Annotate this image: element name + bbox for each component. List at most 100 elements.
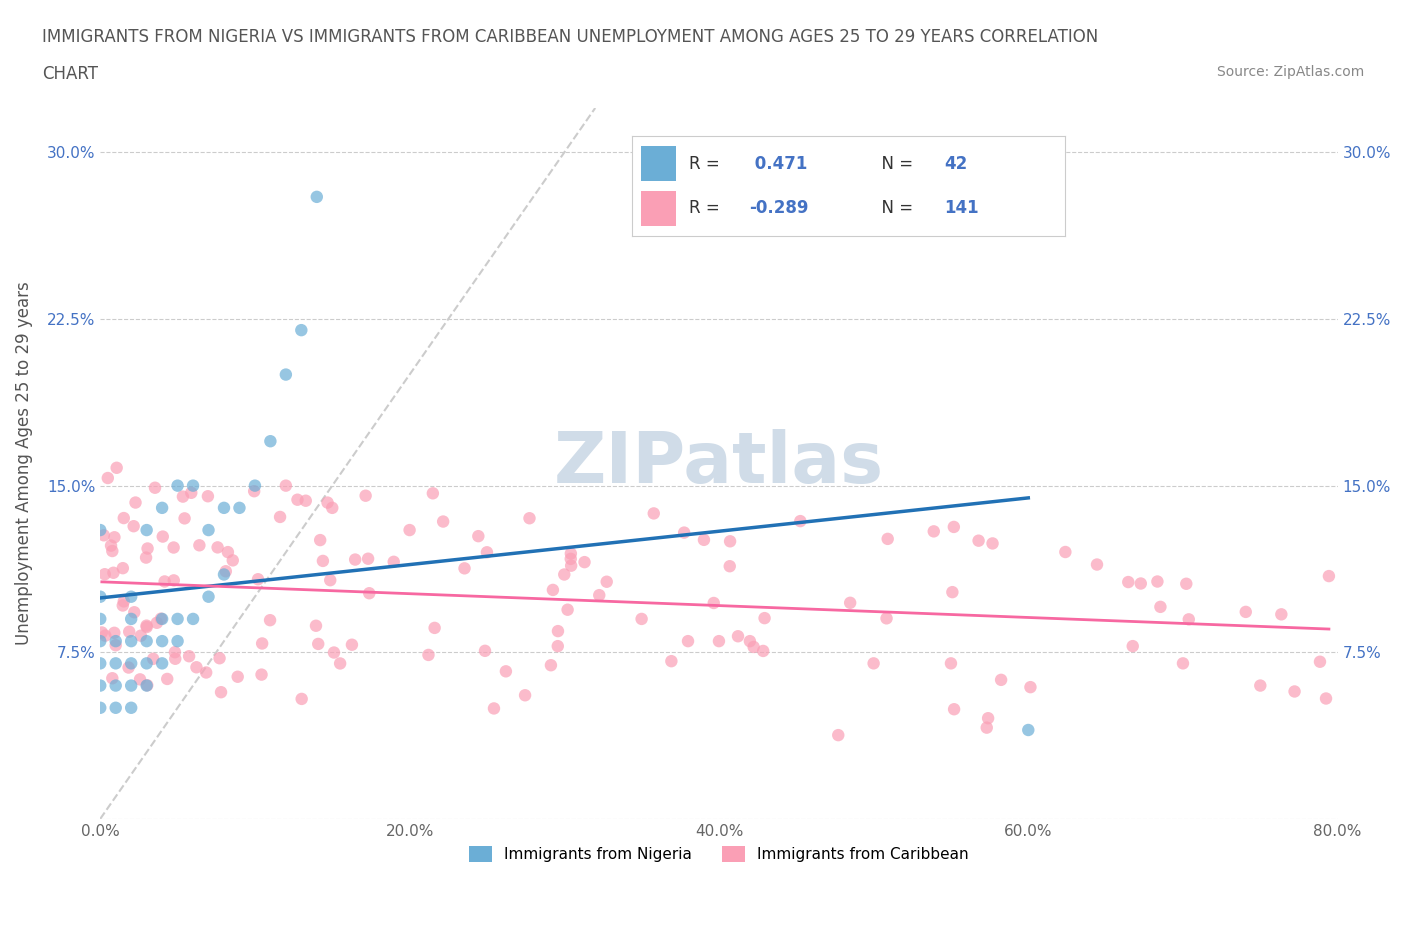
Point — [156, 671, 179, 686]
Point — [475, 545, 498, 560]
Point — [259, 433, 281, 448]
Point — [316, 495, 339, 510]
Point — [97, 471, 120, 485]
Point — [727, 629, 749, 644]
Point — [101, 543, 124, 558]
Point — [120, 678, 142, 693]
Point — [752, 644, 775, 658]
Point — [165, 651, 187, 666]
Point — [207, 540, 229, 555]
Point — [135, 678, 157, 693]
Point — [1309, 655, 1331, 670]
Point — [344, 552, 367, 567]
Point — [718, 559, 741, 574]
Point — [208, 651, 231, 666]
Point — [359, 586, 381, 601]
Point — [596, 575, 619, 590]
Point — [876, 531, 898, 546]
Point — [922, 524, 945, 538]
Point — [976, 720, 998, 735]
Legend: Immigrants from Nigeria, Immigrants from Caribbean: Immigrants from Nigeria, Immigrants from… — [463, 840, 976, 868]
Text: ZIPatlas: ZIPatlas — [554, 429, 884, 498]
Point — [136, 678, 159, 693]
Point — [226, 670, 249, 684]
Point — [703, 595, 725, 610]
Point — [676, 633, 699, 648]
Point — [222, 553, 245, 568]
Point — [287, 492, 309, 507]
Point — [112, 511, 135, 525]
Point — [1129, 576, 1152, 591]
Point — [250, 636, 273, 651]
Point — [432, 514, 454, 529]
Point — [467, 529, 489, 544]
Point — [673, 525, 696, 540]
Point — [588, 588, 610, 603]
Point — [541, 582, 564, 597]
Point — [482, 701, 505, 716]
Point — [163, 573, 186, 588]
Point — [1171, 656, 1194, 671]
Point — [1270, 607, 1292, 622]
Point — [513, 688, 536, 703]
Point — [89, 523, 111, 538]
Y-axis label: Unemployment Among Ages 25 to 29 years: Unemployment Among Ages 25 to 29 years — [15, 282, 32, 645]
Point — [247, 572, 270, 587]
Point — [1284, 684, 1306, 699]
Point — [357, 551, 380, 566]
Point — [104, 656, 127, 671]
Point — [142, 651, 165, 666]
Point — [839, 595, 862, 610]
Point — [146, 616, 169, 631]
Point — [495, 664, 517, 679]
Point — [94, 628, 117, 643]
Point — [101, 671, 124, 685]
Point — [120, 633, 142, 648]
Point — [197, 523, 219, 538]
Point — [150, 633, 173, 648]
Point — [120, 590, 142, 604]
Point — [111, 561, 134, 576]
Point — [1122, 639, 1144, 654]
Point — [186, 659, 208, 674]
Point — [104, 678, 127, 693]
Point — [250, 667, 273, 682]
Point — [122, 519, 145, 534]
Point — [321, 500, 343, 515]
Point — [243, 478, 266, 493]
Point — [540, 658, 562, 672]
Point — [1019, 680, 1042, 695]
Point — [560, 551, 582, 566]
Point — [135, 551, 157, 565]
Point — [136, 541, 159, 556]
Point — [340, 637, 363, 652]
Point — [152, 529, 174, 544]
Point — [307, 636, 329, 651]
Point — [89, 590, 111, 604]
Point — [117, 660, 139, 675]
Point — [215, 564, 238, 578]
Point — [423, 620, 446, 635]
Point — [135, 619, 157, 634]
Point — [104, 633, 127, 648]
Point — [124, 495, 146, 510]
Point — [135, 656, 157, 671]
Point — [89, 656, 111, 671]
Point — [1315, 691, 1337, 706]
Point — [574, 554, 596, 569]
Point — [150, 500, 173, 515]
Point — [89, 633, 111, 648]
Point — [398, 523, 420, 538]
Point — [112, 594, 135, 609]
Point — [661, 654, 683, 669]
Point — [212, 500, 235, 515]
Point — [519, 511, 541, 525]
Point — [149, 611, 172, 626]
Point — [181, 612, 204, 627]
Point — [418, 647, 440, 662]
Point — [111, 598, 134, 613]
Point — [630, 612, 652, 627]
Point — [228, 500, 250, 515]
Point — [93, 528, 115, 543]
Point — [89, 678, 111, 693]
